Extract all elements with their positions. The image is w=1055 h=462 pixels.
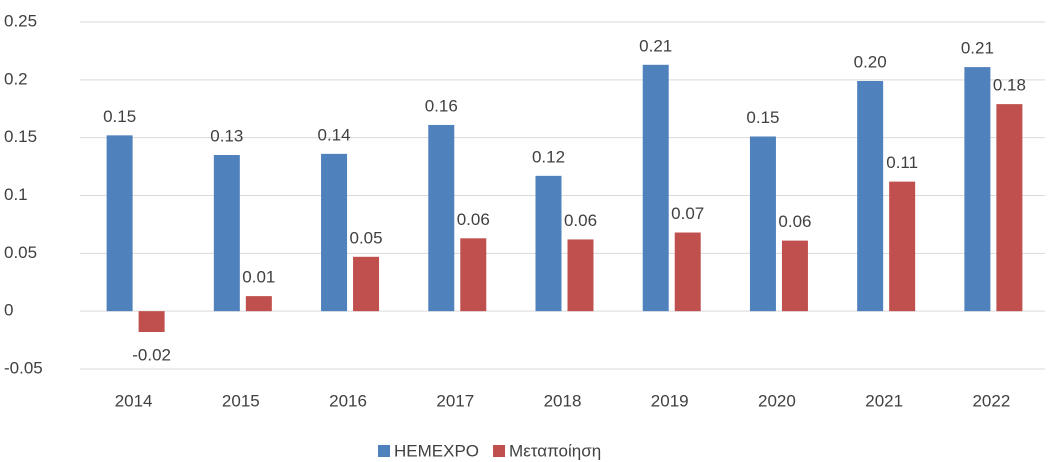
x-tick-label: 2019 [651,391,689,410]
value-label: 0.06 [564,211,597,230]
bar [674,232,701,312]
value-label: 0.05 [350,228,383,247]
bar [749,136,776,312]
value-label: 0.18 [993,76,1026,95]
bar [964,67,991,312]
bar [138,311,165,332]
legend-label: HEMEXPO [394,441,479,460]
bar [889,181,916,312]
bar [460,238,487,312]
x-tick-label: 2020 [758,391,796,410]
value-label: 0.15 [103,107,136,126]
legend-swatch [493,445,506,457]
y-tick-label: 0.25 [4,11,37,30]
y-tick-label: 0.1 [4,185,28,204]
value-label: 0.21 [961,39,994,58]
bar [996,104,1023,312]
y-tick-label: 0.05 [4,243,37,262]
value-label: 0.14 [318,125,351,144]
bar [353,256,380,312]
x-tick-label: 2017 [436,391,474,410]
x-tick-label: 2015 [222,391,260,410]
value-label: 0.07 [671,204,704,223]
value-label: 0.11 [886,153,918,172]
y-tick-label: 0.2 [4,69,28,88]
x-tick-label: 2022 [972,391,1010,410]
legend-swatch [378,445,390,457]
value-label: 0.12 [532,147,565,166]
legend-label: Μεταποίηση [509,441,601,460]
value-label: 0.20 [854,52,887,71]
bar [781,240,808,312]
bar [428,124,455,312]
x-tick-label: 2016 [329,391,367,410]
bar [245,296,272,312]
value-label: -0.02 [132,345,171,364]
value-label: 0.13 [210,127,243,146]
bar [567,239,594,312]
bar [106,135,133,312]
x-tick-label: 2021 [865,391,903,410]
value-label: 0.06 [778,212,811,231]
x-tick-label: 2018 [544,391,582,410]
bar [857,80,884,312]
value-label: 0.06 [457,210,490,229]
value-label: 0.15 [746,108,779,127]
bar [535,175,562,312]
value-label: 0.01 [242,268,275,287]
y-tick-label: 0.15 [4,127,37,146]
bar [321,153,348,312]
bar [213,155,240,312]
y-tick-label: 0 [4,301,13,320]
bar [642,64,669,312]
x-tick-label: 2014 [115,391,153,410]
value-label: 0.16 [425,96,458,115]
y-tick-label: -0.05 [4,358,43,377]
value-label: 0.21 [639,36,672,55]
